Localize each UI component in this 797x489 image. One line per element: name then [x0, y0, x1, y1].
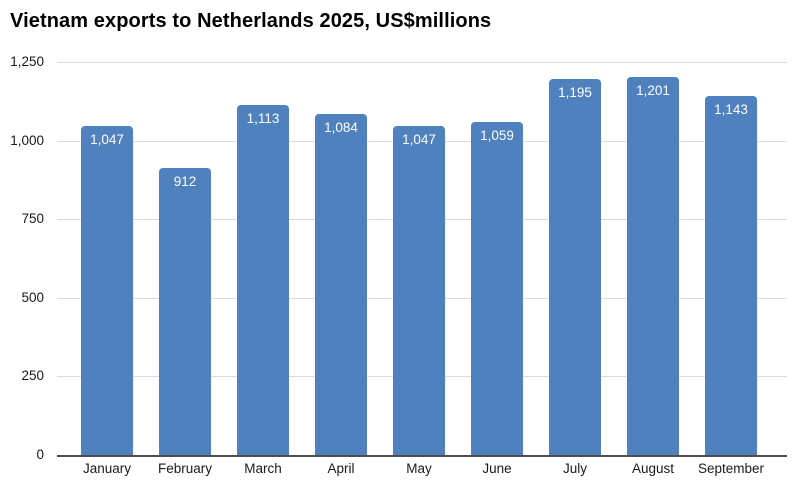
bar-march: 1,113	[237, 105, 289, 455]
bar-value-label: 1,113	[246, 111, 280, 127]
x-axis-label-may: May	[406, 461, 432, 476]
bar-group-february: 912	[146, 62, 224, 455]
bar-value-label: 1,201	[636, 83, 670, 99]
bars-container: 1,047 912 1,113 1,084 1,047 1,059 1,195 1,201 1,…	[68, 62, 770, 455]
bar-june: 1,059	[471, 122, 523, 455]
bar-value-label: 1,143	[714, 101, 748, 117]
gridline	[57, 62, 787, 63]
x-axis-baseline	[57, 455, 787, 457]
y-axis-tick-label: 1,250	[10, 54, 44, 69]
bar-group-may: 1,047	[380, 62, 458, 455]
x-axis-label-february: February	[157, 461, 213, 476]
y-axis-tick-label: 500	[21, 289, 44, 305]
x-axis-label-march: March	[244, 461, 282, 476]
x-axis-label-july: July	[562, 461, 587, 476]
y-axis-tick-label: 0	[36, 447, 44, 462]
bar-group-january: 1,047	[68, 62, 146, 455]
plot-area: 1,047 912 1,113 1,084 1,047 1,059 1,195 1,201 1,…	[10, 55, 787, 462]
x-axis-label-august: August	[631, 461, 675, 476]
bar-group-september: 1,143	[692, 62, 770, 455]
y-axis-tick-label: 250	[21, 368, 44, 384]
bar-group-august: 1,201	[614, 62, 692, 455]
bar-may: 1,047	[393, 125, 445, 455]
bar-value-label: 1,047	[402, 131, 436, 147]
bar-group-april: 1,084	[302, 62, 380, 455]
x-axis-label-june: June	[482, 461, 512, 476]
bar-february: 912	[159, 168, 211, 455]
x-axis-label-april: April	[327, 461, 355, 476]
bar-january: 1,047	[81, 125, 133, 455]
x-axis-label-january: January	[82, 461, 132, 476]
bar-september: 1,143	[705, 95, 757, 455]
y-axis-tick-label: 1,000	[10, 132, 44, 148]
bar-value-label: 1,084	[324, 120, 358, 136]
bar-group-march: 1,113	[224, 62, 302, 455]
bar-august: 1,201	[627, 77, 679, 455]
bar-value-label: 912	[173, 174, 197, 190]
bar-value-label: 1,059	[480, 128, 514, 144]
x-axis-label-september: September	[697, 461, 765, 476]
x-axis-labels: January February March April May June July Augu…	[68, 461, 770, 476]
bar-april: 1,084	[315, 114, 367, 455]
bar-group-july: 1,195	[536, 62, 614, 455]
bar-july: 1,195	[549, 79, 601, 455]
bar-value-label: 1,195	[558, 85, 592, 101]
y-axis-tick-label: 750	[21, 211, 44, 227]
chart-title: Vietnam exports to Netherlands 2025, US$…	[10, 10, 492, 32]
bar-group-june: 1,059	[458, 62, 536, 455]
bar-value-label: 1,047	[90, 131, 124, 147]
